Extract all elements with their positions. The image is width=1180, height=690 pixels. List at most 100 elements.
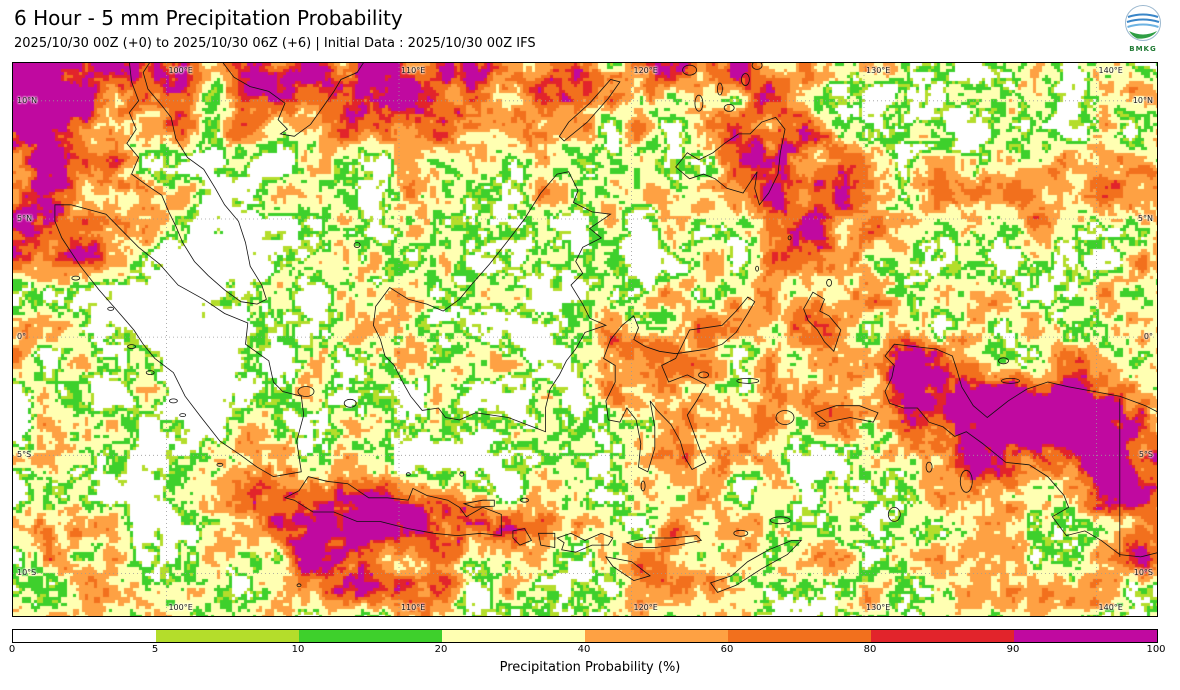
island-outline — [755, 265, 759, 272]
colorbar-tick-label: 20 — [434, 644, 448, 655]
lat-label-right: 5°N — [1137, 213, 1153, 223]
island-outline — [751, 63, 763, 70]
lon-label-bottom: 110°E — [400, 603, 426, 612]
colorbar-tick-label: 100 — [1146, 644, 1166, 655]
bmkg-logo-icon — [1125, 5, 1161, 41]
island-outline — [887, 506, 901, 522]
page-subtitle: 2025/10/30 00Z (+0) to 2025/10/30 06Z (+… — [14, 36, 536, 51]
colorbar-segment-90-100 — [1014, 630, 1157, 642]
island-outline — [297, 386, 315, 397]
lat-label-left: 10°S — [17, 568, 37, 578]
island-outline — [343, 398, 357, 408]
lon-label-bottom: 130°E — [866, 603, 891, 612]
colorbar — [12, 629, 1158, 643]
precipitation-raster — [13, 63, 1157, 616]
island-outline — [1001, 377, 1020, 384]
lon-label-bottom: 140°E — [1098, 603, 1123, 612]
island-outline — [71, 275, 81, 281]
colorbar-tick-label: 0 — [8, 644, 16, 655]
colorbar-segment-10-20 — [299, 630, 442, 642]
coastline — [625, 535, 703, 548]
island-outline — [959, 469, 973, 493]
island-outline — [216, 462, 224, 467]
lon-label-top: 140°E — [1098, 66, 1123, 75]
island-outline — [353, 242, 361, 248]
lat-label-left: 5°N — [17, 213, 33, 223]
lat-label-right: 10°N — [1132, 95, 1153, 105]
island-outline — [640, 480, 646, 492]
lon-label-top: 120°E — [633, 66, 658, 75]
island-outline — [682, 64, 697, 76]
island-outline — [733, 529, 749, 537]
lat-label-left: 5°S — [17, 450, 32, 460]
island-outline — [296, 583, 302, 588]
coastline-open — [126, 63, 267, 305]
island-outline — [925, 461, 933, 473]
coastline — [538, 532, 556, 548]
coastline — [556, 532, 614, 553]
coastline — [814, 405, 879, 423]
coastline — [558, 79, 621, 142]
colorbar-ticks: 0 5 10 20 40 60 80 90 100 — [8, 644, 1166, 657]
colorbar-tick-label: 10 — [291, 644, 305, 655]
colorbar-tick-label: 60 — [720, 644, 734, 655]
coastline — [803, 291, 842, 353]
coastline — [884, 343, 1157, 558]
island-outline — [179, 413, 187, 418]
coastline — [709, 540, 803, 593]
bmkg-logo: BMKG — [1122, 4, 1164, 56]
bmkg-logo-text: BMKG — [1129, 45, 1157, 53]
island-outline — [698, 371, 709, 379]
island-outline — [694, 94, 704, 112]
page-title: 6 Hour - 5 mm Precipitation Probability — [14, 6, 403, 30]
island-outline — [168, 398, 178, 404]
island-outline — [127, 344, 136, 350]
lon-label-bottom: 100°E — [168, 603, 193, 612]
island-outline — [723, 104, 735, 112]
coastline — [675, 116, 786, 206]
coastline — [54, 204, 305, 478]
island-outline — [818, 422, 826, 427]
colorbar-segment-0-5 — [13, 630, 156, 642]
island-outline — [107, 306, 115, 311]
island-outline — [145, 370, 155, 376]
island-outline — [520, 497, 529, 503]
island-outline — [717, 82, 723, 96]
colorbar-tick-label: 80 — [863, 644, 877, 655]
island-outline — [826, 278, 832, 287]
lat-label-left: 10°N — [17, 95, 38, 105]
island-outline — [741, 73, 750, 86]
lon-label-top: 100°E — [168, 66, 193, 75]
coastline — [283, 476, 502, 537]
colorbar-segment-5-10 — [156, 630, 299, 642]
island-outline — [998, 357, 1009, 365]
lon-label-top: 130°E — [866, 66, 891, 75]
coastline — [604, 556, 651, 582]
colorbar-tick-label: 40 — [577, 644, 591, 655]
coastline — [372, 171, 612, 433]
island-outline — [769, 516, 791, 525]
lon-label-top: 110°E — [400, 66, 426, 75]
coastline — [512, 528, 533, 546]
lat-label-right: 5°S — [1138, 450, 1153, 460]
coastline — [462, 499, 495, 508]
colorbar-segment-60-80 — [728, 630, 871, 642]
colorbar-tick-label: 90 — [1006, 644, 1020, 655]
colorbar-tick-label: 5 — [151, 644, 159, 655]
colorbar-caption: Precipitation Probability (%) — [499, 660, 681, 675]
island-outline — [459, 471, 465, 477]
lat-label-left: 0° — [17, 332, 27, 342]
coastline — [603, 296, 756, 473]
island-outline — [736, 377, 760, 384]
island-outline — [787, 235, 792, 241]
coastline-open — [222, 63, 364, 137]
precipitation-map: 100°E 100°E 110°E 110°E 120°E 120°E 130°E 130°E… — [12, 62, 1158, 617]
island-outline — [405, 472, 411, 477]
colorbar-segment-80-90 — [871, 630, 1014, 642]
colorbar-segment-40-60 — [585, 630, 728, 642]
map-overlay — [13, 63, 1157, 616]
lon-label-bottom: 120°E — [633, 603, 658, 612]
island-outline — [775, 410, 795, 425]
colorbar-segment-20-40 — [442, 630, 585, 642]
